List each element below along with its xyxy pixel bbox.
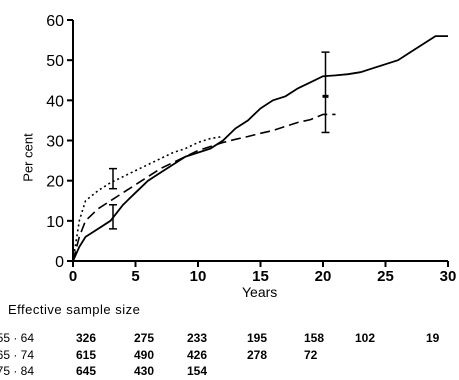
sample-size-value: 326 <box>76 331 97 345</box>
sample-size-value: 275 <box>134 331 155 345</box>
sample-size-value: 615 <box>76 348 97 362</box>
sample-size-value: 72 <box>304 348 318 362</box>
y-tick-label: 0 <box>55 254 64 271</box>
series-line-solid <box>72 35 448 262</box>
x-tick-label: 10 <box>190 268 207 285</box>
series-line-dotted <box>72 135 224 262</box>
sample-size-period: 955 · 64 <box>0 331 35 345</box>
x-axis-label: Years <box>242 284 278 300</box>
series-line-dashed <box>72 113 336 262</box>
y-tick-label: 20 <box>46 174 64 191</box>
sample-size-value: 278 <box>247 348 268 362</box>
sample-size-period: 965 · 74 <box>0 348 35 362</box>
sample-size-value: 645 <box>76 364 97 378</box>
y-tick-label: 40 <box>46 93 64 110</box>
x-tick-label: 25 <box>377 268 394 285</box>
x-tick-label: 5 <box>131 268 139 285</box>
sample-size-value: 426 <box>187 348 208 362</box>
sample-size-title: Effective sample size <box>8 302 141 317</box>
sample-size-value: 195 <box>247 331 268 345</box>
x-tick-label: 15 <box>252 268 269 285</box>
y-tick-label: 50 <box>46 53 64 70</box>
line-chart: 0 10 20 30 40 50 60 0 5 10 15 20 25 30 <box>46 13 457 285</box>
y-axis-label: Per cent <box>20 133 36 182</box>
sample-size-value: 233 <box>187 331 208 345</box>
sample-size-value: 19 <box>426 331 440 345</box>
sample-size-period: 975 · 84 <box>0 364 35 378</box>
y-tick-label: 60 <box>46 13 64 30</box>
y-tick-label: 30 <box>46 134 64 151</box>
y-tick-label: 10 <box>46 214 64 231</box>
sample-size-value: 430 <box>134 364 155 378</box>
chart-area: 0 10 20 30 40 50 60 0 5 10 15 20 25 30 <box>46 13 457 285</box>
x-tick-label: 20 <box>315 268 332 285</box>
sample-size-value: 154 <box>187 364 208 378</box>
sample-size-value: 490 <box>134 348 155 362</box>
x-tick-label: 0 <box>69 268 77 285</box>
sample-size-value: 158 <box>304 331 325 345</box>
sample-size-value: 102 <box>355 331 376 345</box>
x-tick-label: 30 <box>440 268 457 285</box>
